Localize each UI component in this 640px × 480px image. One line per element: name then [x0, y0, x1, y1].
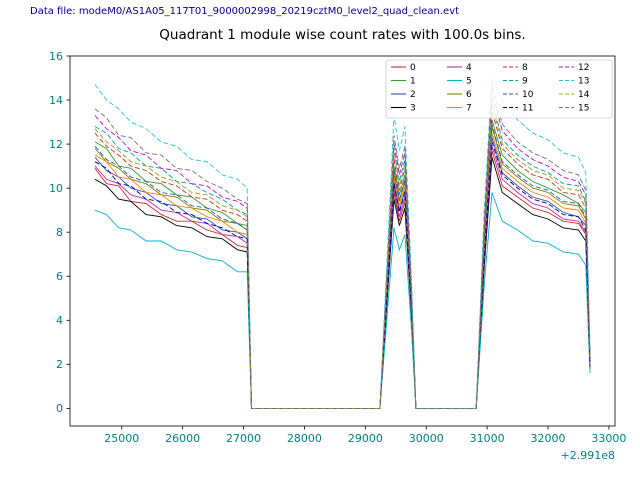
- series-line-8: [94, 110, 591, 409]
- data-file-header: Data file: modeM0/AS1A05_117T01_90000029…: [30, 6, 460, 17]
- y-tick-label: 10: [49, 182, 63, 195]
- series-line-5: [94, 192, 591, 409]
- legend-label-0: 0: [410, 63, 416, 73]
- series-line-3: [94, 157, 591, 409]
- legend-label-1: 1: [410, 77, 416, 87]
- legend-label-5: 5: [466, 77, 472, 87]
- y-tick-label: 8: [56, 226, 63, 239]
- x-tick-label: 30000: [409, 432, 444, 445]
- legend-label-12: 12: [578, 63, 589, 73]
- y-tick-label: 6: [56, 270, 63, 283]
- legend-label-7: 7: [466, 104, 472, 114]
- series-line-11: [94, 141, 591, 409]
- x-tick-label: 26000: [165, 432, 200, 445]
- x-tick-label: 32000: [531, 432, 566, 445]
- chart-title: Quadrant 1 module wise count rates with …: [159, 27, 526, 43]
- y-tick-label: 12: [49, 138, 63, 151]
- series-line-9: [94, 99, 591, 409]
- series-line-15: [94, 84, 591, 409]
- legend-box: [385, 59, 613, 119]
- x-tick-label: 27000: [226, 432, 261, 445]
- plot-frame: [69, 55, 616, 427]
- legend-label-15: 15: [578, 104, 589, 114]
- legend-label-14: 14: [578, 90, 590, 100]
- y-tick-label: 14: [49, 94, 63, 107]
- x-tick-label: 31000: [470, 432, 505, 445]
- series-line-12: [94, 91, 591, 409]
- y-tick-label: 2: [56, 358, 63, 371]
- y-tick-label: 16: [49, 50, 63, 63]
- chart-canvas: 25000 26000 27000 28000 29000 30000 31000 32000…: [49, 50, 626, 462]
- x-tick-label: 25000: [104, 432, 139, 445]
- legend-label-13: 13: [578, 77, 589, 87]
- series-line-1: [94, 119, 591, 409]
- series-line-2: [94, 137, 591, 409]
- legend-label-9: 9: [522, 77, 528, 87]
- y-tick-label: 4: [56, 314, 63, 327]
- x-axis-offset-label: +2.991e8: [561, 449, 615, 462]
- legend-label-8: 8: [522, 63, 528, 73]
- series-line-13: [94, 77, 591, 409]
- series-line-14: [94, 104, 591, 409]
- series-line-7: [94, 132, 591, 409]
- x-tick-label: 28000: [287, 432, 322, 445]
- legend-label-2: 2: [410, 90, 416, 100]
- legend-label-6: 6: [466, 90, 472, 100]
- series-line-10: [94, 124, 591, 409]
- y-tick-label: 0: [56, 402, 63, 415]
- x-tick-label: 33000: [591, 432, 626, 445]
- legend-label-11: 11: [522, 104, 533, 114]
- x-tick-label: 29000: [348, 432, 383, 445]
- legend-label-3: 3: [410, 104, 416, 114]
- legend-label-4: 4: [466, 63, 472, 73]
- series-line-4: [94, 146, 591, 409]
- legend-label-10: 10: [522, 90, 534, 100]
